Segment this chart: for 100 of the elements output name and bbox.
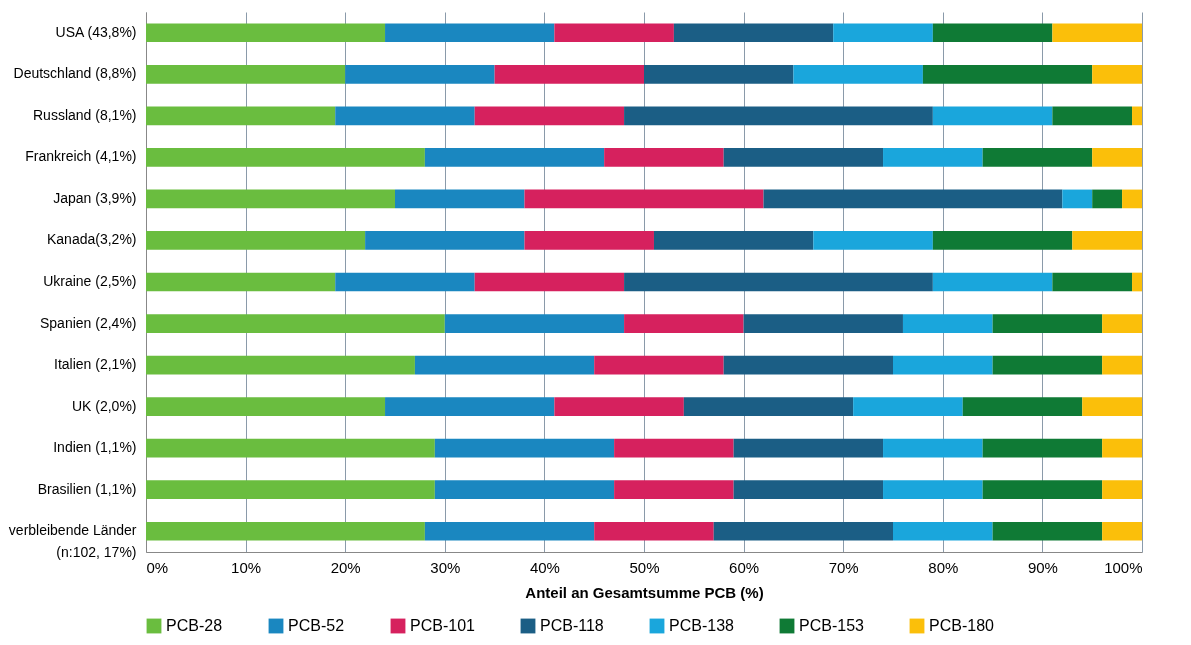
bar [335,272,475,292]
x-tick-label: 100% [1104,558,1143,576]
bar [385,23,555,43]
bar [345,64,495,84]
bar [853,397,963,416]
bar [146,148,425,167]
bar [1052,23,1142,43]
bar [743,314,903,333]
y-tick-label: Spanien (2,4%) [39,314,137,331]
bar [932,272,1053,292]
y-tick-label: Italien (2,1%) [54,356,137,373]
bar [902,314,993,333]
bar [594,521,714,541]
bar [524,189,764,209]
y-tick-label: Kanada(3,2%) [46,231,137,248]
bar [793,64,923,84]
bar [554,23,674,43]
bar [893,521,993,541]
bar [1092,148,1142,167]
bar [644,64,794,84]
bar [594,355,724,375]
bar [683,397,854,416]
y-tick-label: Frankreich (4,1%) [25,148,137,165]
bar [474,106,625,126]
legend-label: PCB-28 [166,617,223,634]
x-tick-label: 60% [729,558,760,576]
bar [723,355,893,375]
bar [932,106,1053,126]
bar [624,106,933,126]
bar [833,23,933,43]
bar [624,272,933,292]
bar [992,521,1103,541]
y-tick-label: Japan (3,9%) [53,189,137,206]
y-tick-label: verbleibende Länder (n:102, 17%) [8,522,137,561]
bar [1102,355,1142,375]
bar [434,480,615,500]
y-tick-label: Deutschland (8,8%) [13,65,137,82]
bar [146,314,445,333]
x-tick-label: 50% [629,558,660,576]
bar [146,272,336,292]
bar [1092,64,1142,84]
legend-label: PCB-153 [799,617,865,634]
y-tick-label: Russland (8,1%) [33,106,137,123]
bar [1132,272,1142,292]
bar [713,521,893,541]
bar [883,480,983,500]
bar [653,231,814,250]
legend-label: PCB-138 [669,617,735,634]
bar [474,272,625,292]
bar [146,106,336,126]
x-tick-label: 90% [1027,558,1058,576]
bar [424,521,595,541]
bar [1102,314,1142,333]
bar [763,189,1063,209]
bar [733,480,884,500]
bar [1052,272,1133,292]
bar [992,314,1103,333]
bar [1122,189,1142,209]
bar [962,397,1083,416]
bar [604,148,724,167]
bar [883,438,983,458]
x-tick-label: 40% [529,558,560,576]
bar [1132,106,1142,126]
bar [1092,189,1123,209]
legend-label: PCB-180 [929,617,995,634]
bar [146,438,435,458]
bar [365,231,525,250]
bar [1102,521,1142,541]
x-axis-title: Anteil an Gesamtsumme PCB (%) [525,583,764,601]
bar [723,148,884,167]
x-tick-label: 0% [146,558,169,576]
bar [146,189,395,209]
bar [992,355,1103,375]
bar [146,23,386,43]
bar [883,148,983,167]
bar [444,314,625,333]
legend-label: PCB-101 [410,617,476,634]
x-tick-label: 10% [231,558,262,576]
bar [893,355,993,375]
bar [146,231,366,250]
bar [1102,438,1142,458]
bar [1072,231,1142,250]
bar [524,231,654,250]
x-tick-label: 80% [928,558,959,576]
legend-label: PCB-52 [288,617,345,634]
bar [146,355,415,375]
bar [335,106,475,126]
x-tick-label: 30% [430,558,461,576]
y-tick-label: Indien (1,1%) [53,439,137,456]
bar [982,148,1093,167]
bar [1082,397,1142,416]
bar [932,23,1053,43]
bar [385,397,555,416]
bar [1102,480,1142,500]
bar [1062,189,1093,209]
bar [414,355,595,375]
bar [982,438,1103,458]
bar [554,397,684,416]
bar [395,189,525,209]
bar [494,64,644,84]
